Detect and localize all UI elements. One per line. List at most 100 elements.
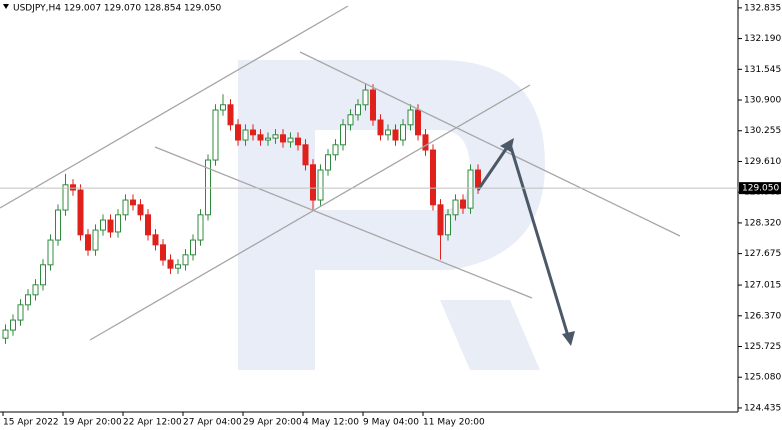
candle-body	[370, 89, 376, 121]
candle-body	[407, 109, 414, 126]
x-tick-label: 22 Apr 12:00	[123, 418, 182, 428]
arrow	[508, 143, 570, 337]
candle-body	[295, 137, 301, 146]
candle-body	[92, 229, 99, 251]
candle-body	[287, 137, 294, 143]
y-tick-label: 127.015	[744, 281, 781, 291]
candle-body	[460, 199, 466, 209]
candle-body	[77, 189, 84, 236]
candle-body	[310, 164, 316, 201]
candle-body	[340, 124, 346, 146]
candle-body	[145, 214, 151, 236]
candle-body	[385, 129, 391, 136]
y-tick-label: 124.435	[744, 403, 781, 413]
candle-body	[332, 144, 339, 156]
candle-body	[190, 239, 196, 256]
candle-body	[10, 319, 16, 331]
candle-body	[250, 129, 256, 136]
candle-body	[227, 104, 234, 126]
candle-body	[445, 214, 451, 236]
watermark	[238, 60, 545, 370]
candle-body	[2, 329, 9, 339]
candle-body	[70, 184, 76, 191]
candle-body	[422, 134, 429, 151]
candle-body	[392, 129, 399, 141]
x-tick-label: 19 Apr 20:00	[63, 418, 122, 428]
y-tick-label: 132.190	[744, 34, 781, 44]
candle-body	[242, 129, 249, 141]
candle-body	[347, 114, 354, 126]
y-tick-label: 128.320	[744, 218, 781, 228]
candle-body	[317, 169, 324, 201]
candle-body	[362, 89, 369, 106]
candle-body	[100, 219, 106, 231]
candle-body	[182, 254, 189, 266]
candle-body	[452, 199, 459, 216]
candle-body	[167, 259, 174, 269]
y-tick-label: 131.545	[744, 65, 781, 75]
x-tick-label: 27 Apr 04:00	[183, 418, 242, 428]
candle-body	[160, 244, 166, 261]
y-tick-label: 125.725	[744, 342, 781, 352]
candle-body	[25, 294, 31, 306]
candle-body	[437, 204, 444, 236]
candle-body	[175, 264, 181, 269]
y-tick-label: 130.255	[744, 126, 781, 136]
candle-body	[325, 154, 331, 171]
candle-body	[235, 124, 241, 141]
candle-body	[197, 214, 204, 241]
candle-body	[220, 104, 226, 111]
trend-lines	[0, 5, 681, 341]
candle-body	[205, 159, 211, 216]
x-tick-label: 29 Apr 20:00	[243, 418, 302, 428]
candle-body	[115, 214, 121, 233]
candle-body	[62, 184, 69, 211]
chart-title: USDJPY,H4 129.007 129.070 128.854 129.05…	[13, 4, 222, 14]
plot	[2, 84, 481, 344]
candle-body	[107, 219, 114, 233]
candle-body	[55, 209, 61, 241]
candle-body	[85, 234, 91, 251]
forecast-arrows	[476, 138, 575, 346]
trend-line	[154, 146, 533, 299]
candle-body	[355, 104, 361, 116]
candle-body	[212, 109, 219, 161]
arrow-head	[562, 331, 575, 346]
candle-body	[430, 149, 436, 206]
y-tick-label: 125.080	[744, 373, 781, 383]
x-tick-label: 4 May 12:00	[303, 418, 359, 428]
candle-body	[302, 144, 309, 166]
trend-line	[299, 51, 681, 237]
candle-body	[40, 264, 46, 286]
x-tick-label: 15 Apr 2022	[3, 418, 59, 428]
last-price-box	[739, 182, 781, 195]
candle-body	[257, 134, 264, 141]
x-tick-label: 9 May 04:00	[363, 418, 419, 428]
candle-body	[415, 109, 421, 136]
candle-body	[122, 199, 129, 216]
candle-body	[32, 284, 39, 296]
candle-body	[152, 234, 159, 246]
candle-body	[137, 204, 144, 216]
candle-body	[280, 134, 286, 143]
y-tick-label: 130.900	[744, 96, 781, 106]
candle-body	[47, 239, 54, 266]
candle-body	[17, 304, 24, 321]
candle-body	[377, 119, 384, 136]
candle-body	[467, 169, 474, 209]
arrow	[476, 145, 510, 191]
candle-body	[400, 124, 406, 141]
last-price-label: 129.050	[742, 184, 779, 194]
trend-line	[0, 5, 349, 209]
y-tick-label: 132.835	[744, 3, 781, 13]
menu-triangle	[3, 4, 9, 9]
candle-body	[130, 199, 136, 206]
candle-body	[272, 134, 279, 139]
candle-body	[265, 137, 271, 141]
y-tick-label: 127.675	[744, 249, 781, 259]
y-tick-label: 126.370	[744, 311, 781, 321]
x-tick-label: 11 May 20:00	[423, 418, 485, 428]
y-tick-label: 129.610	[744, 157, 781, 167]
